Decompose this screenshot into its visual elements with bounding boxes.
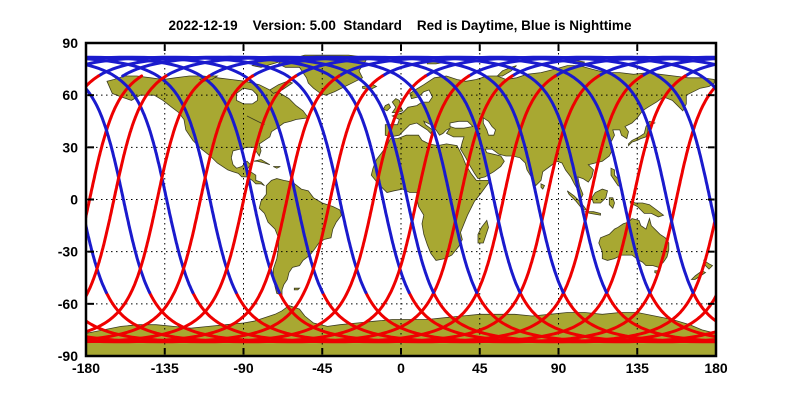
landmass-borneo (591, 188, 608, 204)
figure-title: 2022-12-19 Version: 5.00 Standard Red is… (168, 18, 632, 33)
y-tick-label: -30 (58, 244, 78, 260)
x-tick-label: 135 (626, 360, 650, 376)
x-axis-labels: -180 -135 -90 -45 0 45 90 135 180 (72, 360, 728, 376)
axis-ticks (85, 42, 717, 357)
night-track (294, 55, 608, 294)
landmass-south_america (258, 178, 342, 296)
landmass-java (584, 211, 601, 216)
x-tick-label: 180 (704, 360, 728, 376)
landmass-hispaniola (273, 166, 281, 169)
night-track (683, 62, 716, 78)
landmass-falklands (293, 287, 301, 291)
night-track (424, 55, 716, 234)
day-track (648, 291, 716, 339)
lake-black_sea (449, 120, 474, 129)
night-track (96, 55, 411, 294)
night-track (251, 55, 565, 294)
x-tick-label: -45 (312, 360, 332, 376)
lake-great_lakes (246, 115, 265, 126)
y-tick-label: 0 (70, 192, 78, 208)
y-tick-label: -90 (58, 348, 78, 364)
night-track (86, 55, 368, 294)
night-track (164, 55, 479, 294)
y-tick-label: 30 (62, 139, 78, 155)
landmass-eurasia (384, 65, 715, 199)
landmass-sri_lanka (540, 183, 546, 190)
x-tick-label: 90 (551, 360, 567, 376)
night-track (380, 55, 695, 294)
x-tick-label: -180 (72, 360, 100, 376)
day-track (86, 74, 341, 344)
x-tick-label: -90 (233, 360, 253, 376)
day-track (691, 291, 716, 323)
day-track (432, 291, 716, 344)
day-track (86, 74, 100, 89)
landmass-madagascar (477, 219, 489, 244)
night-track (86, 86, 152, 294)
plot-frame (84, 41, 718, 358)
day-track (86, 74, 211, 334)
x-tick-label: 45 (472, 360, 488, 376)
y-tick-label: 90 (62, 35, 78, 51)
y-tick-label: -60 (58, 296, 78, 312)
lake-caspian_sea (482, 117, 496, 136)
night-track (121, 55, 435, 294)
x-tick-label: 0 (397, 360, 405, 376)
landmass-cuba (253, 159, 271, 166)
landmass-sulawesi (608, 197, 615, 209)
day-track (86, 74, 298, 344)
night-track (467, 55, 716, 92)
ground-tracks (86, 55, 716, 344)
night-track (86, 57, 238, 294)
night-track (337, 55, 652, 294)
day-track (86, 74, 254, 342)
y-axis-labels: 90 60 30 0 -30 -60 -90 (58, 35, 78, 364)
night-track (86, 55, 281, 294)
landmass-sumatra (566, 190, 588, 211)
y-tick-label: 60 (62, 87, 78, 103)
landmass-uk (391, 98, 404, 113)
landmass-ireland (382, 103, 391, 112)
night-track (86, 219, 108, 294)
x-tick-label: -135 (151, 360, 179, 376)
day-track (86, 74, 168, 300)
night-track (207, 55, 522, 294)
landmass-new_guinea (629, 200, 665, 218)
night-track (86, 55, 325, 294)
night-track (86, 63, 195, 294)
